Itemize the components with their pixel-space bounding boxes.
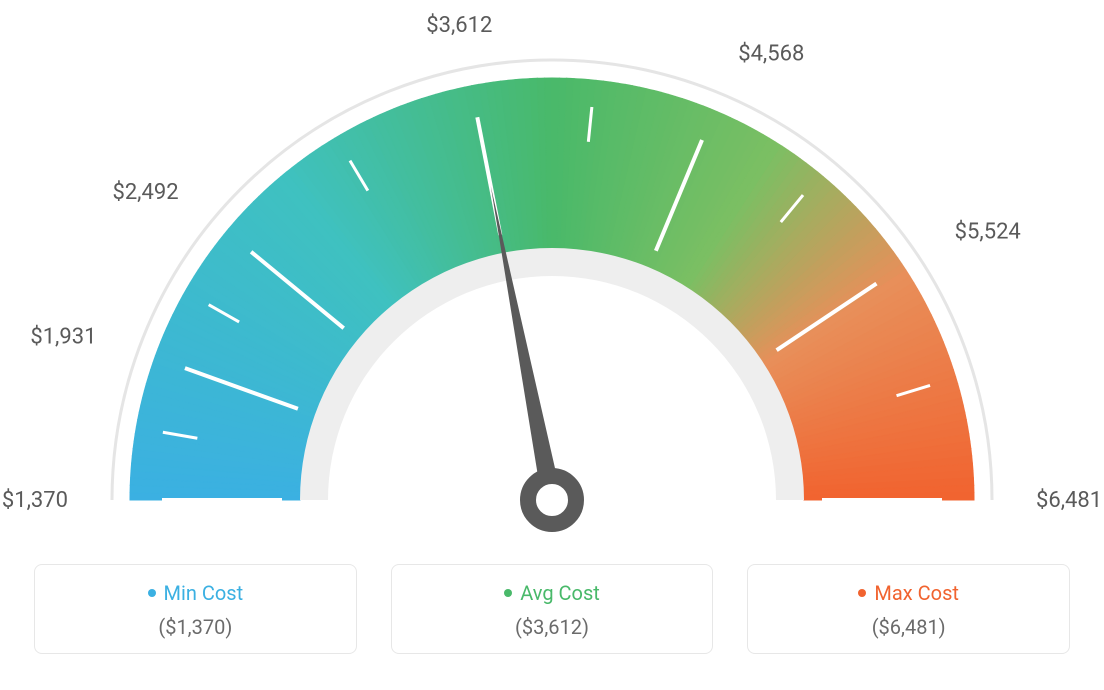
legend-title-text: Max Cost	[874, 581, 959, 605]
legend-title-min: Min Cost	[148, 581, 244, 605]
gauge-area: $1,370 $1,931 $2,492 $3,612 $4,568 $5,524 $6,4…	[0, 0, 1104, 560]
tick-label: $4,568	[738, 41, 804, 66]
legend-title-text: Min Cost	[164, 581, 244, 605]
tick-label: $2,492	[112, 180, 178, 205]
gauge-chart-wrapper: $1,370 $1,931 $2,492 $3,612 $4,568 $5,524 $6,4…	[0, 0, 1104, 690]
tick-label: $3,612	[426, 13, 492, 38]
legend-value-avg: ($3,612)	[402, 615, 703, 639]
tick-label: $1,370	[2, 488, 68, 513]
dot-icon	[858, 589, 866, 597]
legend-title-max: Max Cost	[858, 581, 959, 605]
dot-icon	[148, 589, 156, 597]
legend-card-avg: Avg Cost ($3,612)	[391, 564, 714, 654]
tick-label: $5,524	[955, 219, 1021, 244]
gauge-band	[130, 78, 974, 500]
gauge-svg: $1,370 $1,931 $2,492 $3,612 $4,568 $5,524 $6,4…	[0, 0, 1104, 560]
legend-title-text: Avg Cost	[520, 581, 600, 605]
tick-label: $1,931	[30, 324, 96, 349]
legend-value-min: ($1,370)	[45, 615, 346, 639]
dot-icon	[504, 589, 512, 597]
tick-label: $6,481	[1036, 488, 1102, 513]
legend-title-avg: Avg Cost	[504, 581, 600, 605]
legend-card-max: Max Cost ($6,481)	[747, 564, 1070, 654]
legend-value-max: ($6,481)	[758, 615, 1059, 639]
legend-row: Min Cost ($1,370) Avg Cost ($3,612) Max …	[0, 564, 1104, 654]
needle-hub	[528, 476, 576, 524]
legend-card-min: Min Cost ($1,370)	[34, 564, 357, 654]
